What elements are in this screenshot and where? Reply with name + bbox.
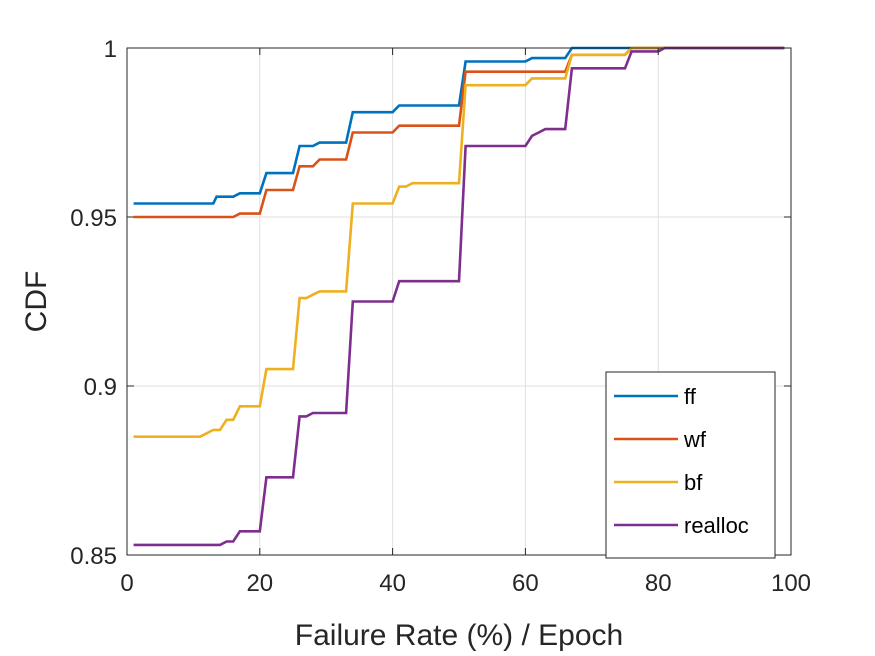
x-tick-label: 40 xyxy=(379,570,406,597)
x-tick-label: 100 xyxy=(771,570,811,597)
series-line-bf xyxy=(133,46,785,438)
legend-label-realloc: realloc xyxy=(684,513,749,538)
y-axis-label: CDF xyxy=(20,271,53,333)
legend-label-wf: wf xyxy=(683,427,707,452)
legend-box xyxy=(605,371,776,559)
series-lines xyxy=(133,46,785,547)
series-line-ff xyxy=(133,46,785,205)
y-tick-label: 1 xyxy=(104,36,117,63)
axes-box xyxy=(126,47,792,556)
series-line-realloc xyxy=(133,46,785,547)
y-tick-label: 0.9 xyxy=(84,374,117,401)
legend: ff wf bf realloc xyxy=(605,371,776,559)
y-tick-label: 0.85 xyxy=(70,543,117,570)
legend-label-ff: ff xyxy=(684,384,697,409)
legend-label-bf: bf xyxy=(684,470,703,495)
x-tick-label: 80 xyxy=(645,570,672,597)
y-tick-label: 0.95 xyxy=(70,205,117,232)
axis-ticks: 0 20 40 60 80 100 0.85 0.9 0.95 1 xyxy=(70,36,811,597)
x-tick-label: 20 xyxy=(246,570,273,597)
x-tick-label: 0 xyxy=(120,570,133,597)
x-axis-label: Failure Rate (%) / Epoch xyxy=(295,619,623,652)
x-tick-label: 60 xyxy=(512,570,539,597)
